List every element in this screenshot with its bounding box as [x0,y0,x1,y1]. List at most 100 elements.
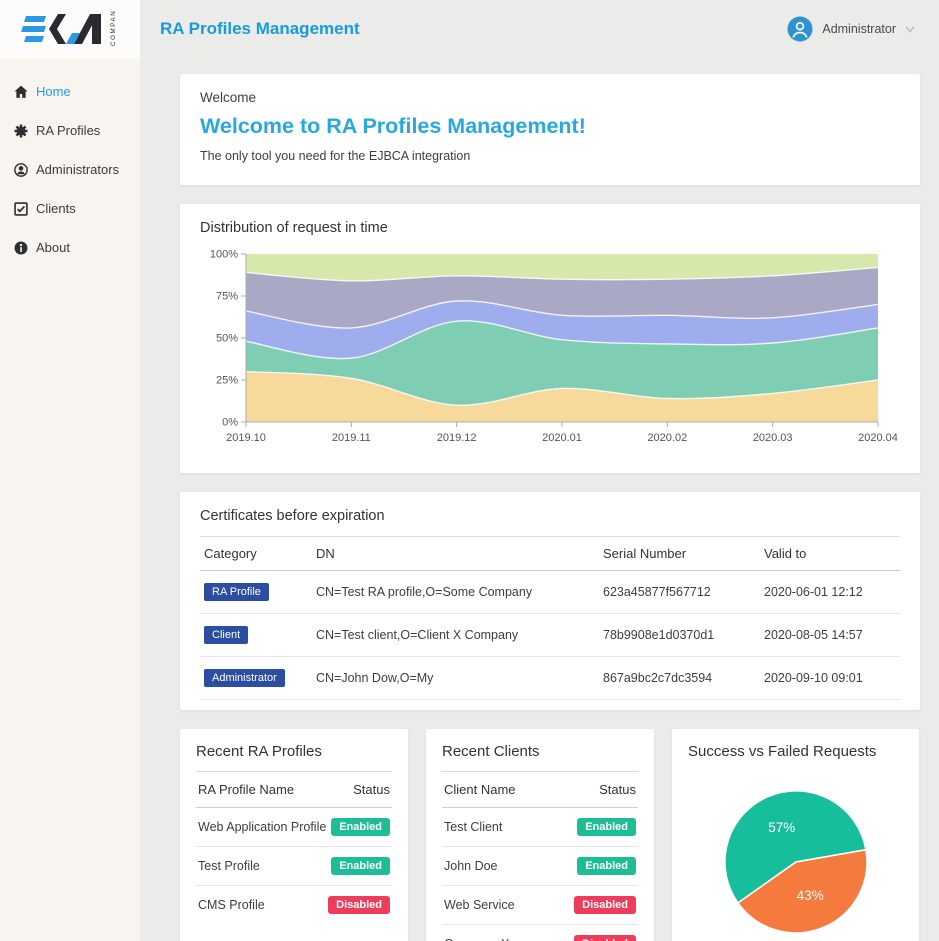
3key-logo-icon: COMPANY [21,9,117,46]
sidebar-item-label: Administrators [36,162,120,177]
stacked-area-chart: 0% 25% 50% 75% 100% 2019.10 2019.11 2019.12 2020… [200,246,900,457]
svg-text:2020.04: 2020.04 [858,432,898,444]
svg-text:2019.10: 2019.10 [226,432,266,444]
user-circle-icon [14,162,28,177]
chevron-down-icon [905,26,915,32]
client-name: Test Client [444,820,503,834]
table-row: Web Application Profile Enabled [196,808,392,847]
cert-serial: 78b9908e1d0370d1 [599,613,760,657]
svg-text:0%: 0% [222,417,238,429]
sidebar-item-ra-profiles[interactable]: RA Profiles [0,111,140,150]
cert-valid-to: 2020-08-05 14:57 [760,613,900,657]
recent-ra-profiles-card: Recent RA Profiles RA Profile Name Statu… [180,729,408,941]
success-failed-card: Success vs Failed Requests 57% 43% [672,729,919,941]
content: Welcome Welcome to RA Profiles Managemen… [140,58,939,941]
success-failed-title: Success vs Failed Requests [688,743,877,760]
profile-name: Test Profile [198,859,260,873]
distribution-card: Distribution of request in time 0% 25% 50%… [180,204,920,473]
welcome-card: Welcome Welcome to RA Profiles Managemen… [180,74,920,185]
welcome-title: Welcome to RA Profiles Management! [200,114,586,138]
cert-dn: CN=Test client,O=Client X Company [312,613,599,657]
cert-valid-to: 2020-06-01 12:12 [760,570,900,614]
table-row: RA Profile CN=Test RA profile,O=Some Com… [200,570,900,614]
cert-serial: 867a9bc2c7dc3594 [599,656,760,700]
svg-text:2020.01: 2020.01 [542,432,582,444]
certificates-card: Certificates before expiration Category … [180,492,920,710]
status-badge: Disabled [574,896,636,914]
pie-chart: 57% 43% [688,771,903,941]
category-badge: Administrator [204,669,285,687]
certificates-title: Certificates before expiration [200,508,385,524]
column-header: Client Name [444,782,516,797]
table-row: Client CN=Test client,O=Client X Company… [200,613,900,657]
column-header: Status [599,782,636,797]
client-name: John Doe [444,859,498,873]
welcome-eyebrow: Welcome [200,90,257,105]
svg-text:50%: 50% [216,333,238,345]
svg-text:57%: 57% [768,820,795,835]
column-header: Valid to [760,536,900,571]
profile-name: Web Application Profile [198,820,327,834]
status-badge: Disabled [574,935,636,941]
sidebar-nav: Home RA Profiles [0,58,140,267]
status-badge: Enabled [577,818,636,836]
sidebar-item-administrators[interactable]: Administrators [0,150,140,189]
status-badge: Enabled [577,857,636,875]
sidebar-item-home[interactable]: Home [0,72,140,111]
user-name: Administrator [822,22,896,36]
table-row: Administrator CN=John Dow,O=My 867a9bc2c… [200,656,900,700]
svg-text:100%: 100% [210,249,238,261]
category-badge: RA Profile [204,583,269,601]
status-badge: Disabled [328,896,390,914]
svg-text:2020.03: 2020.03 [753,432,793,444]
table-header-row: Category DN Serial Number Valid to [200,536,900,571]
client-name: Web Service [444,898,515,912]
column-header: Serial Number [599,536,760,571]
category-badge: Client [204,626,249,644]
status-badge: Enabled [331,857,390,875]
cog-icon [14,124,28,138]
table-row: Web Service Disabled [442,886,638,925]
status-badge: Enabled [331,818,390,836]
svg-text:43%: 43% [796,888,823,903]
bottom-row: Recent RA Profiles RA Profile Name Statu… [180,729,920,941]
table-row: Test Profile Enabled [196,847,392,886]
cert-serial: 623a45877f567712 [599,570,760,614]
avatar-icon [787,16,813,42]
cert-dn: CN=John Dow,O=My [312,656,599,700]
company-logo[interactable]: COMPANY [0,0,140,58]
sidebar: COMPANY Home RA Profiles [0,0,140,941]
main-area: RA Profiles Management Administrator Wel… [140,0,939,941]
table-row: Test Client Enabled [442,808,638,847]
check-square-icon [14,201,28,216]
user-menu[interactable]: Administrator [787,16,915,42]
sidebar-item-label: Clients [36,201,76,216]
svg-text:75%: 75% [216,291,238,303]
cert-dn: CN=Test RA profile,O=Some Company [312,570,599,614]
svg-text:2019.12: 2019.12 [437,432,477,444]
page-title: RA Profiles Management [160,19,360,38]
topbar: RA Profiles Management Administrator [140,0,939,58]
table-row: CMS Profile Disabled [196,886,392,924]
recent-clients-title: Recent Clients [442,743,638,772]
table-row: Company X Disabled [442,925,638,941]
column-header: RA Profile Name [198,782,295,797]
sidebar-item-label: RA Profiles [36,123,101,138]
cert-valid-to: 2020-09-10 09:01 [760,656,900,700]
info-circle-icon [14,241,28,255]
sidebar-item-about[interactable]: About [0,228,140,267]
sidebar-item-clients[interactable]: Clients [0,189,140,228]
table-header-row: RA Profile Name Status [196,772,392,808]
sidebar-item-label: Home [36,84,71,99]
svg-text:2019.11: 2019.11 [332,432,371,444]
svg-text:2020.02: 2020.02 [647,432,687,444]
table-header-row: Client Name Status [442,772,638,808]
home-icon [14,85,28,99]
recent-clients-card: Recent Clients Client Name Status Test C… [426,729,654,941]
column-header: Category [200,536,312,571]
distribution-title: Distribution of request in time [200,220,388,236]
profile-name: CMS Profile [198,898,265,912]
client-name: Company X [444,937,509,941]
table-row: John Doe Enabled [442,847,638,886]
recent-ra-profiles-title: Recent RA Profiles [196,743,392,772]
